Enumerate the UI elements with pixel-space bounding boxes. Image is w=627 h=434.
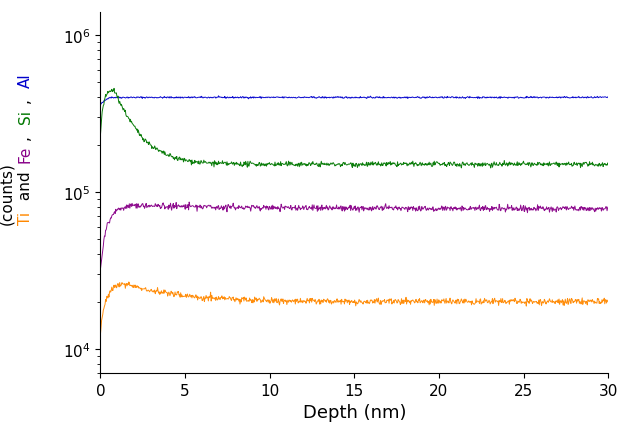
Text: Ti: Ti <box>18 211 33 224</box>
X-axis label: Depth (nm): Depth (nm) <box>302 404 406 421</box>
Text: Al: Al <box>18 73 33 88</box>
Text: Fe: Fe <box>18 145 33 162</box>
Text: (counts): (counts) <box>0 162 14 224</box>
Text: Si: Si <box>18 110 33 124</box>
Text: ,: , <box>18 131 33 140</box>
Text: and: and <box>18 167 33 205</box>
Text: ,: , <box>18 94 33 104</box>
